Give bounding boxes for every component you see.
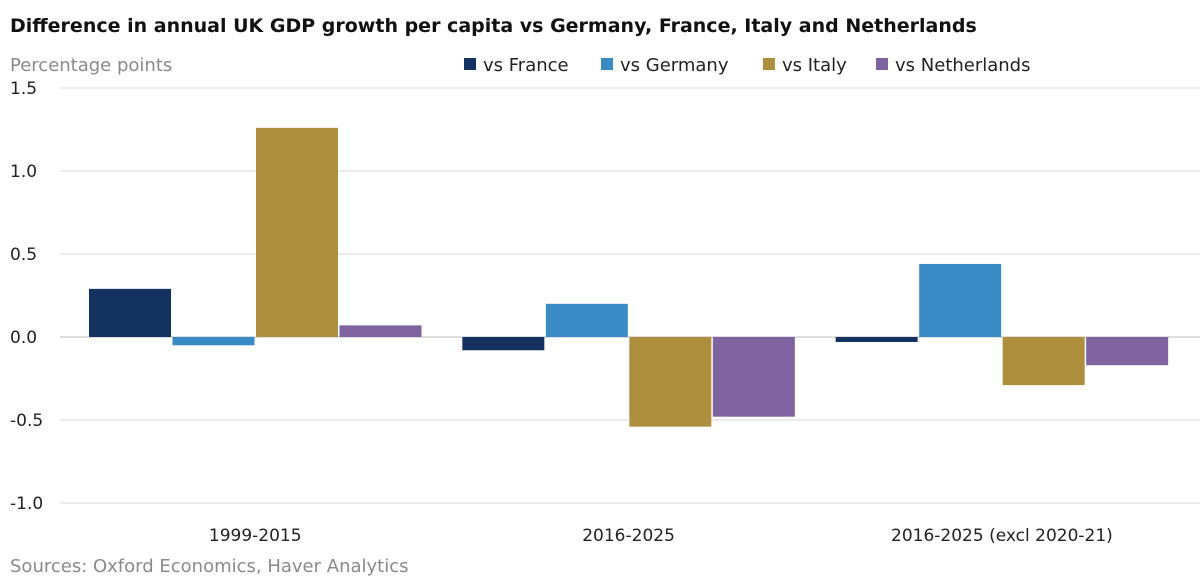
y-axis-unit-label: Percentage points [10,55,172,76]
bar [919,263,1002,337]
bar [712,337,795,417]
x-category-label: 2016-2025 [582,526,675,546]
bar [835,337,918,342]
bar [256,127,338,337]
legend-swatch [464,58,476,70]
bar [545,303,628,337]
y-tick-label: 0.5 [10,245,37,265]
bar [89,288,171,337]
bar [462,337,545,351]
legend-label: vs Italy [782,55,847,76]
legend-label: vs France [483,55,569,76]
bar [1002,337,1085,386]
source-note: Sources: Oxford Economics, Haver Analyti… [10,556,409,577]
bar [629,337,712,427]
legend-label: vs Germany [620,55,729,76]
y-tick-label: -1.0 [10,494,43,514]
chart-title: Difference in annual UK GDP growth per c… [10,15,977,37]
legend-swatch [601,58,613,70]
x-axis-categories: 1999-2015 2016-2025 2016-2025 (excl 2020-2… [209,526,1113,546]
legend: vs France vs Germany vs Italy vs Netherland… [464,55,1030,76]
bars [89,127,1169,427]
gridlines [60,87,1200,504]
y-axis-ticks: 1.5 1.0 0.5 0.0 -0.5 -1.0 [10,79,43,514]
bar [339,325,422,337]
y-tick-label: -0.5 [10,411,43,431]
legend-label: vs Netherlands [895,55,1030,76]
bar [172,337,255,346]
y-tick-label: 0.0 [10,328,37,348]
x-category-label: 2016-2025 (excl 2020-21) [891,526,1113,546]
y-tick-label: 1.5 [10,79,37,99]
bar [1086,337,1169,366]
y-tick-label: 1.0 [10,162,37,182]
legend-swatch [763,58,775,70]
legend-swatch [876,58,888,70]
x-category-label: 1999-2015 [209,526,302,546]
